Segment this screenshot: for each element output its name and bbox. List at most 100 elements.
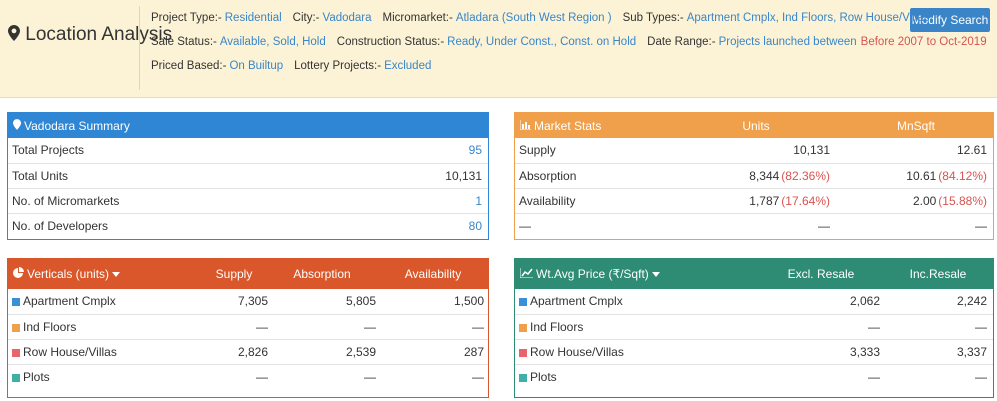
- row-label: Apartment Cmplx: [519, 294, 623, 308]
- row-cell: 1,500: [453, 294, 484, 308]
- table-row: Ind Floors — — —: [8, 314, 488, 340]
- legend-square: [12, 298, 20, 306]
- row-label-text: Availability: [519, 194, 576, 208]
- cell-percent: (17.64%): [781, 194, 830, 208]
- table-row: No. of Developers 80: [8, 213, 488, 239]
- filter-label: Sale Status:-: [151, 36, 217, 48]
- row-value: 1: [475, 194, 482, 208]
- row-label-text: —: [519, 219, 531, 233]
- filter-bar: Location Analysis Modify Search Project …: [0, 0, 997, 98]
- modify-search-button[interactable]: Modify Search: [910, 8, 990, 32]
- table-row: No. of Micromarkets 1: [8, 188, 488, 214]
- icon: [519, 267, 533, 281]
- filter-value: Ready, Under Const., Const. on Hold: [447, 36, 637, 48]
- panel-title-text: Verticals (units): [27, 267, 110, 281]
- filter-label: Priced Based:-: [151, 60, 227, 72]
- column-header: Availability: [404, 267, 462, 281]
- panel-title-text: Vadodara Summary: [24, 118, 130, 133]
- row-label: —: [519, 219, 531, 233]
- legend-square: [519, 374, 527, 382]
- table-row: Ind Floors — —: [515, 314, 993, 340]
- row-cell: —: [818, 219, 830, 233]
- legend-square: [12, 324, 20, 332]
- filter-line: Sale Status:- Available, Sold, Hold Constr…: [151, 36, 987, 48]
- row-cell: 10,131: [793, 143, 830, 157]
- filter-label: Construction Status:-: [336, 36, 445, 48]
- row-cell: 10.61 (84.12%): [906, 169, 987, 183]
- legend-square: [519, 324, 527, 332]
- cell-percent: (82.36%): [781, 169, 830, 183]
- row-label: No. of Developers: [12, 219, 108, 233]
- cell-percent: (84.12%): [938, 169, 987, 183]
- column-header: Units: [742, 118, 770, 133]
- row-label-text: Apartment Cmplx: [530, 294, 623, 308]
- row-cell: 2,242: [956, 294, 987, 308]
- row-cell: 1,787 (17.64%): [749, 194, 830, 208]
- row-label: Row House/Villas: [12, 345, 117, 359]
- panel: Verticals (units) Supply Absorption Availab…: [7, 258, 489, 398]
- row-value: 10,131: [445, 169, 482, 183]
- row-label-text: Absorption: [519, 169, 577, 183]
- cell-value: 10,131: [793, 143, 830, 157]
- filter-line: Priced Based:- On Builtup Lottery Projects…: [151, 60, 442, 72]
- panel: Market Stats Units MnSqft Supply 10,131 12.61…: [514, 112, 994, 240]
- row-cell: —: [975, 219, 987, 233]
- row-label-text: Row House/Villas: [23, 345, 117, 359]
- row-cell: 2,539: [345, 345, 376, 359]
- table-row: Total Projects 95: [8, 138, 488, 163]
- row-cell: —: [256, 320, 268, 334]
- filter-value: Excluded: [384, 60, 432, 72]
- page-title: Location Analysis: [8, 24, 172, 46]
- row-label-text: Ind Floors: [23, 320, 77, 334]
- row-cell: 12.61: [957, 143, 987, 157]
- row-cell: —: [868, 370, 880, 384]
- row-cell: 5,805: [345, 294, 376, 308]
- filter-value: Vadodara: [322, 12, 372, 24]
- row-value: 80: [468, 219, 482, 233]
- legend-square: [519, 298, 527, 306]
- panel-header: Market Stats Units MnSqft: [515, 113, 993, 138]
- row-cell: 2,062: [849, 294, 880, 308]
- table-row: Plots — — —: [8, 364, 488, 390]
- row-cell: —: [472, 320, 484, 334]
- row-cell: 7,305: [237, 294, 268, 308]
- column-header: Absorption: [293, 267, 351, 281]
- table-row: Total Units 10,131: [8, 163, 488, 189]
- row-cell: —: [975, 370, 987, 384]
- panel: Wt.Avg Price (₹/Sqft) Excl. Resale Inc.Res…: [514, 258, 994, 398]
- icon: [13, 118, 21, 133]
- row-label-text: Row House/Villas: [530, 345, 624, 359]
- column-header: MnSqft: [896, 118, 935, 133]
- filter-label: Lottery Projects:-: [294, 60, 382, 72]
- row-label: Ind Floors: [12, 320, 76, 334]
- caret: [109, 267, 121, 281]
- table-row: Availability 1,787 (17.64%) 2.00 (15.88%): [515, 188, 993, 214]
- filter-label: Project Type:-: [151, 12, 222, 24]
- row-label-text: Total Projects: [12, 143, 85, 157]
- row-label-text: Ind Floors: [530, 320, 584, 334]
- caret: [649, 267, 660, 281]
- row-cell: 2,826: [237, 345, 268, 359]
- row-label: No. of Micromarkets: [12, 194, 119, 208]
- filter-label: Date Range:-: [647, 36, 716, 48]
- cell-value: —: [975, 219, 987, 233]
- row-label: Plots: [519, 370, 557, 384]
- filter-value: Available, Sold, Hold: [219, 36, 326, 48]
- row-label: Total Projects: [12, 143, 84, 157]
- row-label-text: No. of Micromarkets: [12, 194, 120, 208]
- row-label: Absorption: [519, 169, 576, 183]
- row-label: Total Units: [12, 169, 68, 183]
- panel-title: Market Stats: [519, 119, 601, 133]
- row-label: Supply: [519, 143, 556, 157]
- column-header: Excl. Resale: [787, 267, 855, 281]
- panel-header: Vadodara Summary: [8, 113, 488, 138]
- table-row: Row House/Villas 3,333 3,337: [515, 339, 993, 365]
- separator: [139, 6, 140, 90]
- map-marker-icon: [8, 25, 20, 41]
- filter-line: Project Type:- Residential City:- Vadodara M…: [151, 12, 940, 24]
- row-cell: —: [975, 320, 987, 334]
- table-row: Absorption 8,344 (82.36%) 10.61 (84.12%): [515, 163, 993, 189]
- row-label: Plots: [12, 370, 50, 384]
- panel-title: Wt.Avg Price (₹/Sqft): [519, 267, 660, 281]
